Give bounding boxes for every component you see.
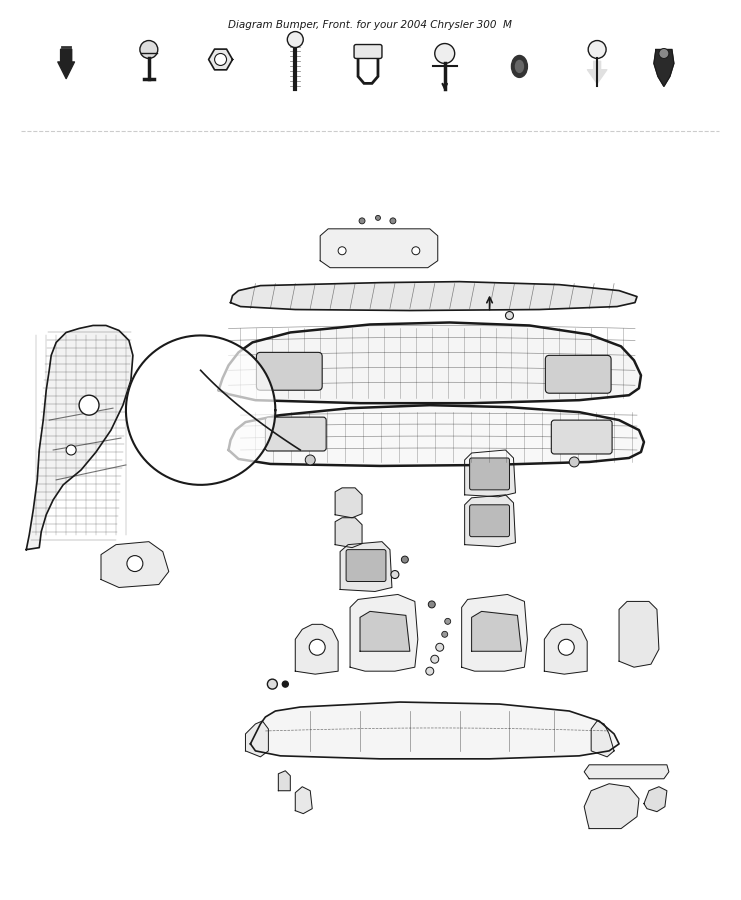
Circle shape [338,247,346,255]
Polygon shape [320,229,438,267]
Circle shape [431,655,439,663]
Polygon shape [465,450,516,497]
Circle shape [215,53,227,66]
Circle shape [505,311,514,320]
Polygon shape [230,282,637,310]
Circle shape [442,631,448,637]
Circle shape [140,40,158,58]
Circle shape [412,247,420,255]
FancyBboxPatch shape [551,420,612,454]
Polygon shape [591,721,614,757]
Polygon shape [101,542,169,588]
Polygon shape [26,326,133,550]
Circle shape [558,639,574,655]
Circle shape [268,680,277,689]
FancyBboxPatch shape [256,353,322,391]
Ellipse shape [516,60,523,72]
Circle shape [127,555,143,572]
Polygon shape [295,787,312,814]
FancyBboxPatch shape [470,458,510,490]
Polygon shape [335,518,362,547]
Polygon shape [126,336,276,485]
Circle shape [66,445,76,455]
Polygon shape [295,625,338,674]
FancyArrowPatch shape [588,61,607,84]
Polygon shape [209,50,233,70]
Polygon shape [465,495,516,546]
Polygon shape [654,50,674,86]
Circle shape [435,43,455,64]
Circle shape [309,639,325,655]
Circle shape [282,681,288,687]
Circle shape [436,644,444,652]
Polygon shape [584,765,669,778]
Circle shape [79,395,99,415]
Circle shape [390,218,396,224]
Polygon shape [584,784,639,829]
Circle shape [359,218,365,224]
FancyBboxPatch shape [545,356,611,393]
Circle shape [426,667,433,675]
Polygon shape [228,405,644,466]
FancyArrowPatch shape [442,84,447,88]
Circle shape [445,618,451,625]
Polygon shape [471,611,522,652]
Polygon shape [619,601,659,667]
Circle shape [428,601,435,608]
Circle shape [659,49,669,58]
Circle shape [391,571,399,579]
Polygon shape [245,721,268,757]
FancyBboxPatch shape [354,44,382,58]
Circle shape [376,215,380,220]
Polygon shape [462,595,528,671]
Polygon shape [545,625,587,674]
Polygon shape [250,702,619,759]
FancyBboxPatch shape [470,505,510,536]
Polygon shape [350,595,418,671]
Circle shape [588,40,606,58]
Circle shape [305,455,315,465]
Polygon shape [279,770,290,791]
Polygon shape [335,488,362,517]
FancyArrowPatch shape [58,50,75,78]
Polygon shape [360,611,410,652]
Polygon shape [340,542,392,591]
Ellipse shape [511,56,528,77]
FancyBboxPatch shape [346,550,386,581]
Polygon shape [644,787,667,812]
Circle shape [402,556,408,563]
Circle shape [569,457,579,467]
Text: Diagram Bumper, Front. for your 2004 Chrysler 300  M: Diagram Bumper, Front. for your 2004 Chr… [228,20,512,30]
FancyBboxPatch shape [265,417,326,451]
Circle shape [288,32,303,48]
Polygon shape [219,322,641,403]
